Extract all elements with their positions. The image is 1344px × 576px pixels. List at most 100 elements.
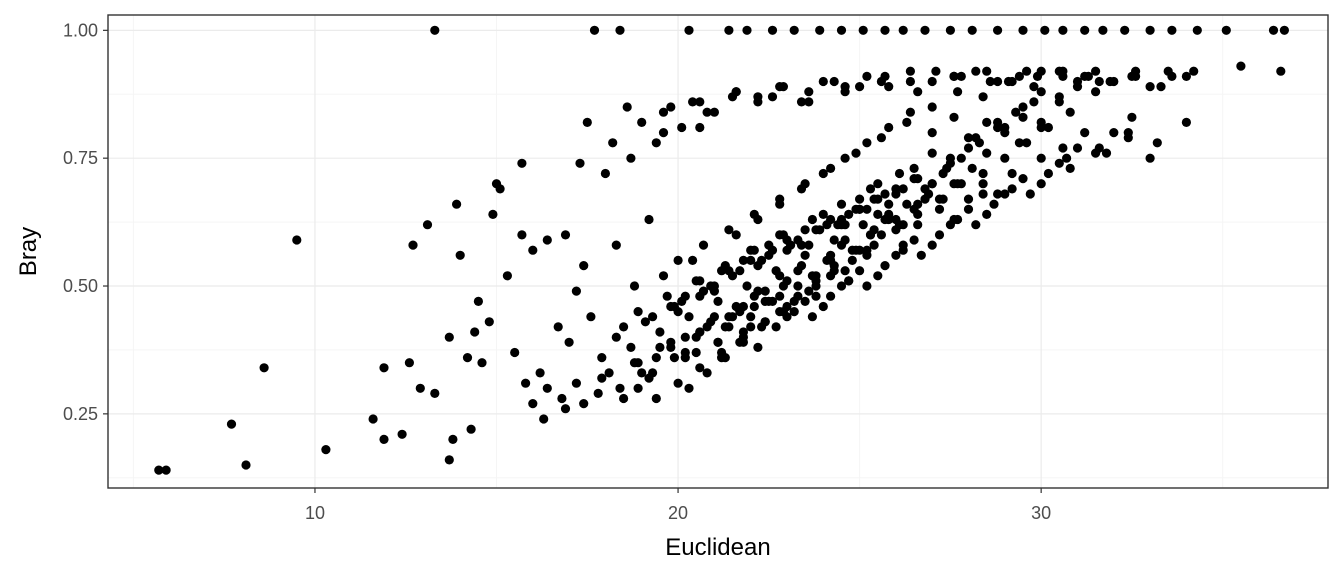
data-point	[1091, 66, 1101, 76]
data-point	[717, 266, 727, 276]
data-point	[949, 179, 959, 189]
data-point	[691, 332, 701, 342]
data-point	[662, 291, 672, 301]
data-point	[517, 230, 527, 240]
data-point	[982, 209, 992, 219]
data-point	[695, 363, 705, 373]
data-point	[934, 194, 945, 204]
data-point	[658, 271, 669, 281]
data-point	[677, 122, 687, 133]
data-point	[1043, 168, 1053, 179]
data-point	[927, 128, 937, 138]
data-point	[542, 383, 552, 393]
data-point	[495, 184, 505, 194]
data-point	[560, 230, 571, 240]
data-point	[927, 76, 937, 87]
data-point	[644, 214, 654, 225]
data-point	[905, 66, 916, 76]
data-point	[855, 266, 865, 276]
data-point	[579, 399, 589, 409]
data-point	[430, 25, 440, 35]
data-point	[869, 194, 879, 204]
data-point	[1022, 138, 1032, 148]
data-point	[800, 250, 810, 260]
data-point	[920, 194, 930, 204]
data-point	[927, 148, 937, 158]
data-point	[742, 281, 752, 291]
data-point	[626, 342, 636, 352]
data-point	[982, 66, 992, 76]
data-point	[1167, 71, 1177, 81]
data-point	[1054, 97, 1064, 107]
x-axis-title: Euclidean	[665, 534, 770, 561]
data-point	[731, 230, 741, 240]
data-point	[782, 301, 792, 312]
data-point	[241, 460, 251, 470]
data-point	[876, 230, 887, 240]
data-point	[1167, 25, 1177, 35]
data-point	[582, 117, 592, 127]
data-point	[920, 25, 930, 35]
data-point	[1101, 148, 1112, 158]
y-tick-label: 0.50	[63, 276, 98, 296]
data-point	[764, 240, 774, 250]
data-point	[909, 235, 919, 245]
data-point	[963, 194, 974, 204]
data-point	[938, 168, 948, 179]
data-point	[1000, 153, 1010, 163]
data-point	[993, 189, 1003, 199]
data-point	[789, 25, 799, 35]
data-point	[673, 255, 683, 265]
data-point	[154, 465, 164, 475]
data-point	[1065, 163, 1075, 173]
data-point	[397, 429, 407, 439]
data-point	[793, 266, 803, 276]
data-point	[1098, 25, 1108, 35]
data-point	[927, 102, 937, 112]
data-point	[466, 424, 476, 434]
data-point	[1036, 87, 1046, 97]
data-point	[916, 250, 926, 260]
data-point	[658, 107, 669, 117]
data-point	[775, 271, 785, 281]
data-point	[713, 337, 723, 347]
data-point	[865, 230, 876, 240]
data-point	[967, 163, 977, 173]
data-point	[470, 327, 480, 337]
data-point	[691, 347, 701, 358]
data-point	[891, 214, 901, 225]
data-point	[862, 71, 872, 81]
data-point	[1236, 61, 1246, 71]
data-point	[673, 307, 683, 317]
data-point	[633, 383, 643, 393]
data-point	[836, 199, 847, 209]
data-point	[1007, 168, 1017, 179]
x-axis: 10 20 30	[305, 488, 1051, 523]
data-point	[1018, 25, 1028, 35]
data-point	[680, 347, 690, 358]
data-point	[876, 133, 887, 143]
data-point	[807, 214, 818, 225]
data-point	[633, 358, 643, 368]
data-point	[1072, 143, 1083, 153]
data-point	[811, 291, 821, 301]
data-point	[539, 414, 549, 424]
data-point	[1268, 25, 1279, 35]
data-point	[847, 245, 857, 255]
data-point	[862, 245, 872, 255]
data-point	[862, 138, 872, 148]
data-point	[847, 255, 857, 265]
data-point	[1007, 184, 1017, 194]
data-point	[945, 158, 956, 168]
data-point	[913, 220, 923, 230]
data-point	[1192, 25, 1202, 35]
data-point	[521, 378, 531, 388]
data-points	[154, 25, 1289, 475]
data-point	[738, 337, 749, 347]
data-point	[680, 332, 690, 342]
data-point	[898, 25, 908, 35]
data-point	[963, 143, 974, 153]
data-point	[724, 266, 734, 276]
data-point	[764, 296, 774, 306]
